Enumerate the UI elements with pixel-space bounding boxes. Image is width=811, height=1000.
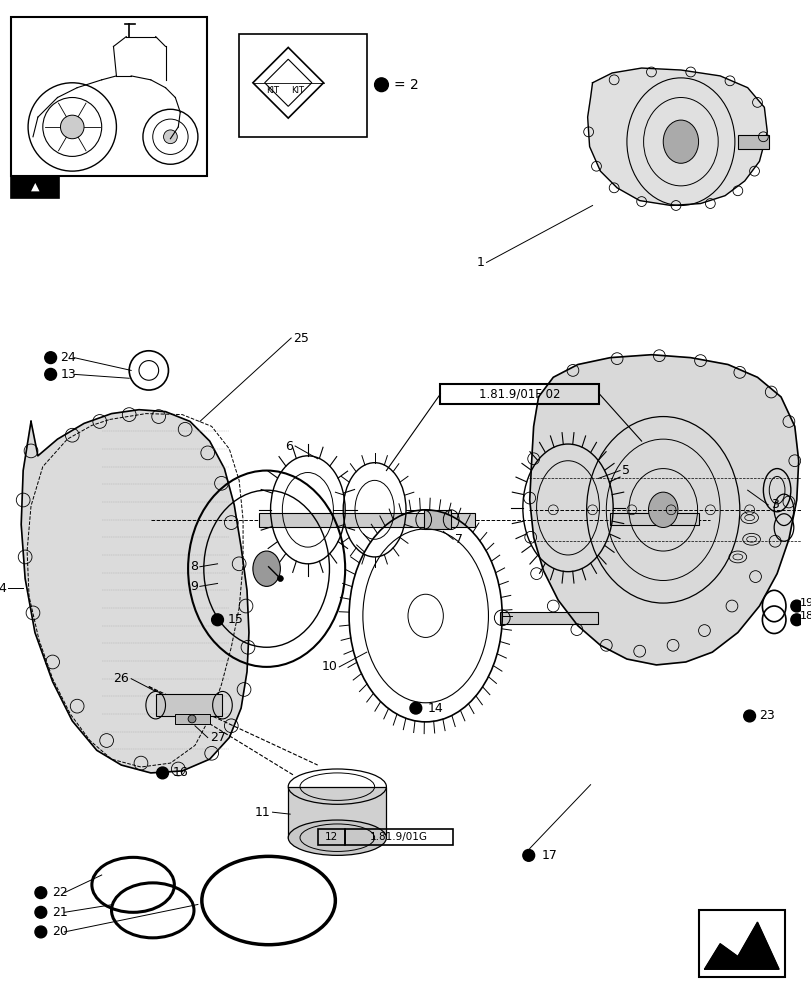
Text: 26: 26 [114, 672, 129, 685]
Bar [11, 176, 58, 198]
Text: 15: 15 [227, 613, 243, 626]
Bar [317, 829, 345, 845]
Circle shape [60, 115, 84, 139]
Text: 19: 19 [799, 598, 811, 608]
Polygon shape [21, 410, 249, 773]
Circle shape [522, 849, 534, 861]
Ellipse shape [663, 120, 697, 163]
Text: 1.81.9/01F 02: 1.81.9/01F 02 [478, 387, 560, 400]
Text: 17: 17 [541, 849, 556, 862]
Text: 27: 27 [209, 731, 225, 744]
Circle shape [790, 600, 801, 612]
Ellipse shape [252, 551, 280, 586]
Text: 9: 9 [190, 580, 198, 593]
Text: 24: 24 [60, 351, 76, 364]
Text: 7: 7 [454, 533, 462, 546]
Text: 22: 22 [53, 886, 68, 899]
Text: KIT: KIT [291, 86, 304, 95]
Circle shape [35, 906, 47, 918]
Circle shape [277, 576, 283, 581]
Text: 25: 25 [293, 332, 309, 345]
Text: 20: 20 [53, 925, 68, 938]
Bar [440, 384, 599, 404]
Text: 18: 18 [799, 611, 811, 621]
Text: 13: 13 [60, 368, 76, 381]
Text: 11: 11 [255, 806, 270, 819]
Circle shape [374, 78, 388, 92]
Text: KIT: KIT [266, 86, 279, 95]
Text: 4: 4 [0, 582, 6, 595]
Text: 6: 6 [285, 440, 293, 453]
Bar [259, 513, 474, 527]
Polygon shape [587, 68, 766, 205]
Circle shape [790, 614, 801, 626]
Circle shape [45, 352, 57, 364]
Text: = 2: = 2 [394, 78, 418, 92]
Circle shape [410, 702, 421, 714]
Circle shape [212, 614, 223, 626]
Text: 3: 3 [770, 498, 778, 511]
Bar [239, 34, 367, 137]
Bar [423, 510, 451, 529]
Bar [737, 135, 768, 149]
Bar [175, 714, 209, 724]
Ellipse shape [288, 820, 386, 855]
Circle shape [743, 710, 754, 722]
Text: 23: 23 [758, 709, 775, 722]
Bar [288, 787, 386, 838]
Circle shape [35, 926, 47, 938]
Circle shape [35, 887, 47, 899]
Text: ▲: ▲ [31, 182, 39, 192]
Bar [345, 829, 453, 845]
Circle shape [163, 130, 177, 144]
Text: 16: 16 [172, 766, 188, 779]
Text: 1.81.9/01G: 1.81.9/01G [370, 832, 427, 842]
Text: 1: 1 [476, 256, 484, 269]
Text: 14: 14 [427, 702, 443, 715]
Polygon shape [529, 355, 798, 665]
Circle shape [157, 767, 168, 779]
Ellipse shape [648, 492, 677, 527]
Text: 12: 12 [324, 832, 337, 842]
Text: 5: 5 [621, 464, 629, 477]
Bar [500, 612, 598, 624]
Circle shape [45, 368, 57, 380]
Bar [697, 910, 784, 977]
Bar [11, 17, 207, 176]
Bar [156, 694, 222, 716]
Circle shape [188, 715, 195, 723]
Polygon shape [704, 922, 778, 969]
Text: 8: 8 [190, 560, 198, 573]
Text: 21: 21 [53, 906, 68, 919]
Bar [610, 513, 697, 525]
Text: 10: 10 [321, 660, 337, 673]
